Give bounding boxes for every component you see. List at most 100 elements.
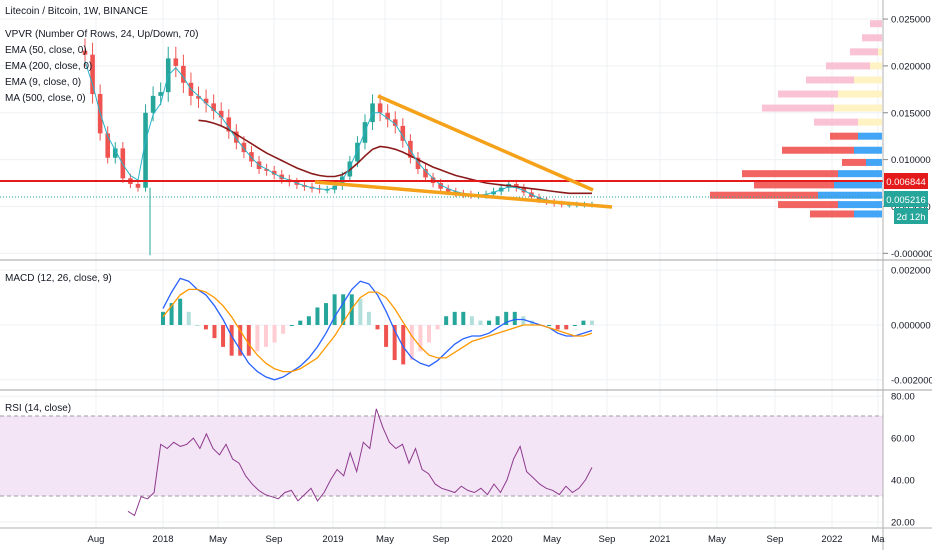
hline-price-label: 0.006844 (886, 177, 926, 188)
macd-histogram-bar (435, 325, 440, 330)
vpvr-up-bar (854, 210, 882, 218)
macd-histogram-bar (195, 325, 200, 326)
ema50-line (198, 119, 592, 195)
macd-histogram-bar (203, 325, 208, 330)
macd-legend[interactable]: MACD (12, 26, close, 9) (5, 273, 112, 284)
ema9-legend[interactable]: EMA (9, close, 0) (5, 77, 81, 88)
candle-body (400, 125, 406, 141)
candle-body (203, 98, 209, 104)
macd-histogram-bar (229, 325, 234, 356)
time-tick-label: Sep (266, 534, 283, 545)
candle-body (158, 92, 163, 96)
macd-histogram-bar (521, 316, 526, 325)
macd-histogram-bar (178, 298, 183, 325)
candle-body (415, 157, 421, 169)
macd-histogram-bar (238, 325, 243, 356)
macd-histogram-bar (418, 325, 423, 352)
vpvr-profile (710, 20, 882, 218)
price-tick-label: -0.000000 (891, 249, 932, 260)
vpvr-up-bar (854, 76, 882, 84)
candle-body (385, 112, 390, 120)
macd-histogram-bar (324, 303, 329, 325)
macd-histogram-bar (392, 325, 397, 361)
macd-histogram-bar (186, 311, 191, 325)
vpvr-legend[interactable]: VPVR (Number Of Rows, 24, Up/Down, 70) (5, 29, 198, 40)
macd-histogram-bar (401, 325, 406, 365)
macd-histogram-bar (212, 325, 217, 339)
macd-histogram-bar (358, 298, 363, 325)
rsi-tick-label: 40.00 (891, 475, 915, 486)
vpvr-down-bar (762, 104, 834, 112)
rsi-band (0, 416, 883, 496)
vpvr-down-bar (830, 132, 858, 140)
macd-histogram-bar (478, 320, 483, 325)
macd-histogram-bar (315, 307, 320, 325)
candle-body (249, 152, 254, 162)
time-tick-label: Sep (767, 534, 784, 545)
macd-histogram-bar (452, 311, 457, 325)
candle-body (211, 103, 216, 111)
candle-body (105, 133, 111, 158)
rsi-legend[interactable]: RSI (14, close) (5, 403, 71, 414)
vpvr-up-bar (866, 158, 882, 166)
rsi-tick-label: 80.00 (891, 392, 915, 403)
candle-body (438, 183, 443, 189)
vpvr-up-bar (858, 118, 882, 126)
candle-body (234, 131, 239, 143)
vpvr-down-bar (710, 191, 818, 199)
vpvr-down-bar (778, 90, 838, 98)
vpvr-down-bar (754, 181, 834, 189)
time-tick-label: 2019 (322, 534, 343, 545)
macd-histogram-bar (272, 325, 277, 343)
vpvr-up-bar (834, 104, 882, 112)
time-tick-label: Sep (433, 534, 450, 545)
ema50-legend[interactable]: EMA (50, close, 0) (5, 45, 87, 56)
countdown-tag: 2d 12h (894, 208, 928, 224)
macd-histogram-bar (512, 311, 517, 325)
vpvr-down-bar (742, 170, 838, 178)
candle-body (181, 65, 186, 83)
macd-histogram-bar (255, 325, 260, 352)
macd-histogram-bar (461, 311, 466, 325)
vpvr-up-bar (858, 132, 882, 140)
time-tick-label: Ma (871, 534, 885, 545)
price-tick-label: 0.020000 (891, 61, 931, 72)
ema200-legend[interactable]: EMA (200, close, 0) (5, 61, 92, 72)
candlestick-series (82, 38, 595, 256)
macd-tick-label: 0.002000 (891, 266, 931, 277)
candle-body (90, 54, 95, 95)
time-tick-label: 2021 (649, 534, 670, 545)
vpvr-up-bar (818, 191, 882, 199)
macd-histogram-bar (444, 316, 449, 325)
vpvr-up-bar (838, 90, 882, 98)
time-tick-label: May (708, 534, 726, 545)
wedge-upper-line[interactable] (377, 94, 594, 192)
macd-histogram-bar (590, 320, 594, 325)
macd-histogram-bar (572, 325, 577, 326)
macd-histogram-bar (246, 325, 251, 356)
macd-histogram-bar (547, 325, 552, 326)
candle-body (196, 95, 201, 99)
macd-histogram-bar (169, 303, 174, 325)
wedge-lower-line[interactable] (314, 180, 613, 209)
ma500-legend[interactable]: MA (500, close, 0) (5, 93, 86, 104)
macd-histogram-bar (263, 325, 268, 347)
macd-histogram-bar (581, 320, 586, 325)
macd-histogram-bar (487, 320, 492, 325)
price-tick-label: 0.005000 (891, 202, 931, 213)
macd-histogram-bar (564, 325, 569, 330)
vpvr-down-bar (814, 118, 858, 126)
last-price-tag: 0.005216 (884, 191, 928, 207)
rsi-tick-label: 20.00 (891, 517, 915, 528)
vpvr-down-bar (782, 146, 854, 154)
time-axis[interactable]: Aug 2018 May Sep 2019 May Sep 2020 May Sep 2021 May… (88, 534, 886, 545)
macd-histogram-bar (375, 325, 380, 330)
vpvr-down-bar (842, 158, 866, 166)
last-price-label: 0.005216 (886, 195, 926, 206)
vpvr-down-bar (806, 76, 854, 84)
rsi-tick-label: 60.00 (891, 434, 915, 445)
price-axis[interactable]: 0.025000 0.020000 0.015000 0.010000 0.005000… (883, 15, 932, 529)
time-tick-label: Aug (88, 534, 105, 545)
symbol-legend[interactable]: Litecoin / Bitcoin, 1W, BINANCE (5, 6, 148, 17)
